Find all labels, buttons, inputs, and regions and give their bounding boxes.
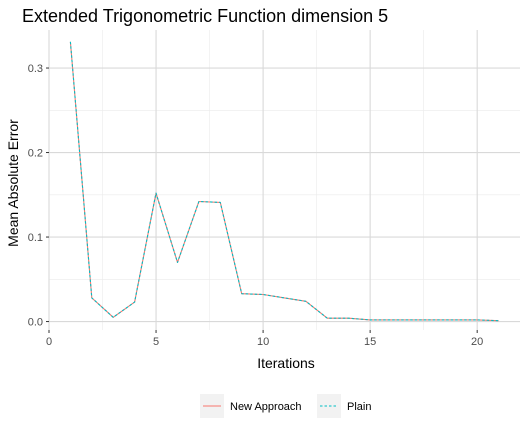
grid-minor	[49, 30, 520, 330]
y-tick-label: 0.3	[28, 63, 43, 75]
x-tick-label: 5	[153, 336, 159, 348]
series-layer	[69, 41, 499, 322]
y-axis-ticks: 0.0 0.1 0.2 0.3	[28, 63, 49, 329]
x-tick-label: 15	[364, 336, 376, 348]
legend-label-plain: Plain	[347, 401, 371, 413]
y-tick-label: 0.1	[28, 232, 43, 244]
grid-major	[48, 30, 520, 330]
series-line-plain	[69, 41, 499, 322]
x-tick-label: 0	[46, 336, 52, 348]
y-tick-label: 0.2	[28, 148, 43, 160]
x-tick-label: 20	[471, 336, 483, 348]
legend-label-new-approach: New Approach	[230, 401, 302, 413]
chart-title: Extended Trigonometric Function dimensio…	[22, 6, 388, 26]
y-tick-label: 0.0	[28, 317, 43, 329]
y-axis-title: Mean Absolute Error	[5, 119, 21, 247]
series-line-new-approach	[69, 41, 499, 322]
x-axis-ticks: 0 5 10 15 20	[46, 330, 483, 348]
x-tick-label: 10	[257, 336, 269, 348]
x-axis-title: Iterations	[257, 355, 315, 371]
legend: New Approach Plain	[200, 394, 371, 418]
